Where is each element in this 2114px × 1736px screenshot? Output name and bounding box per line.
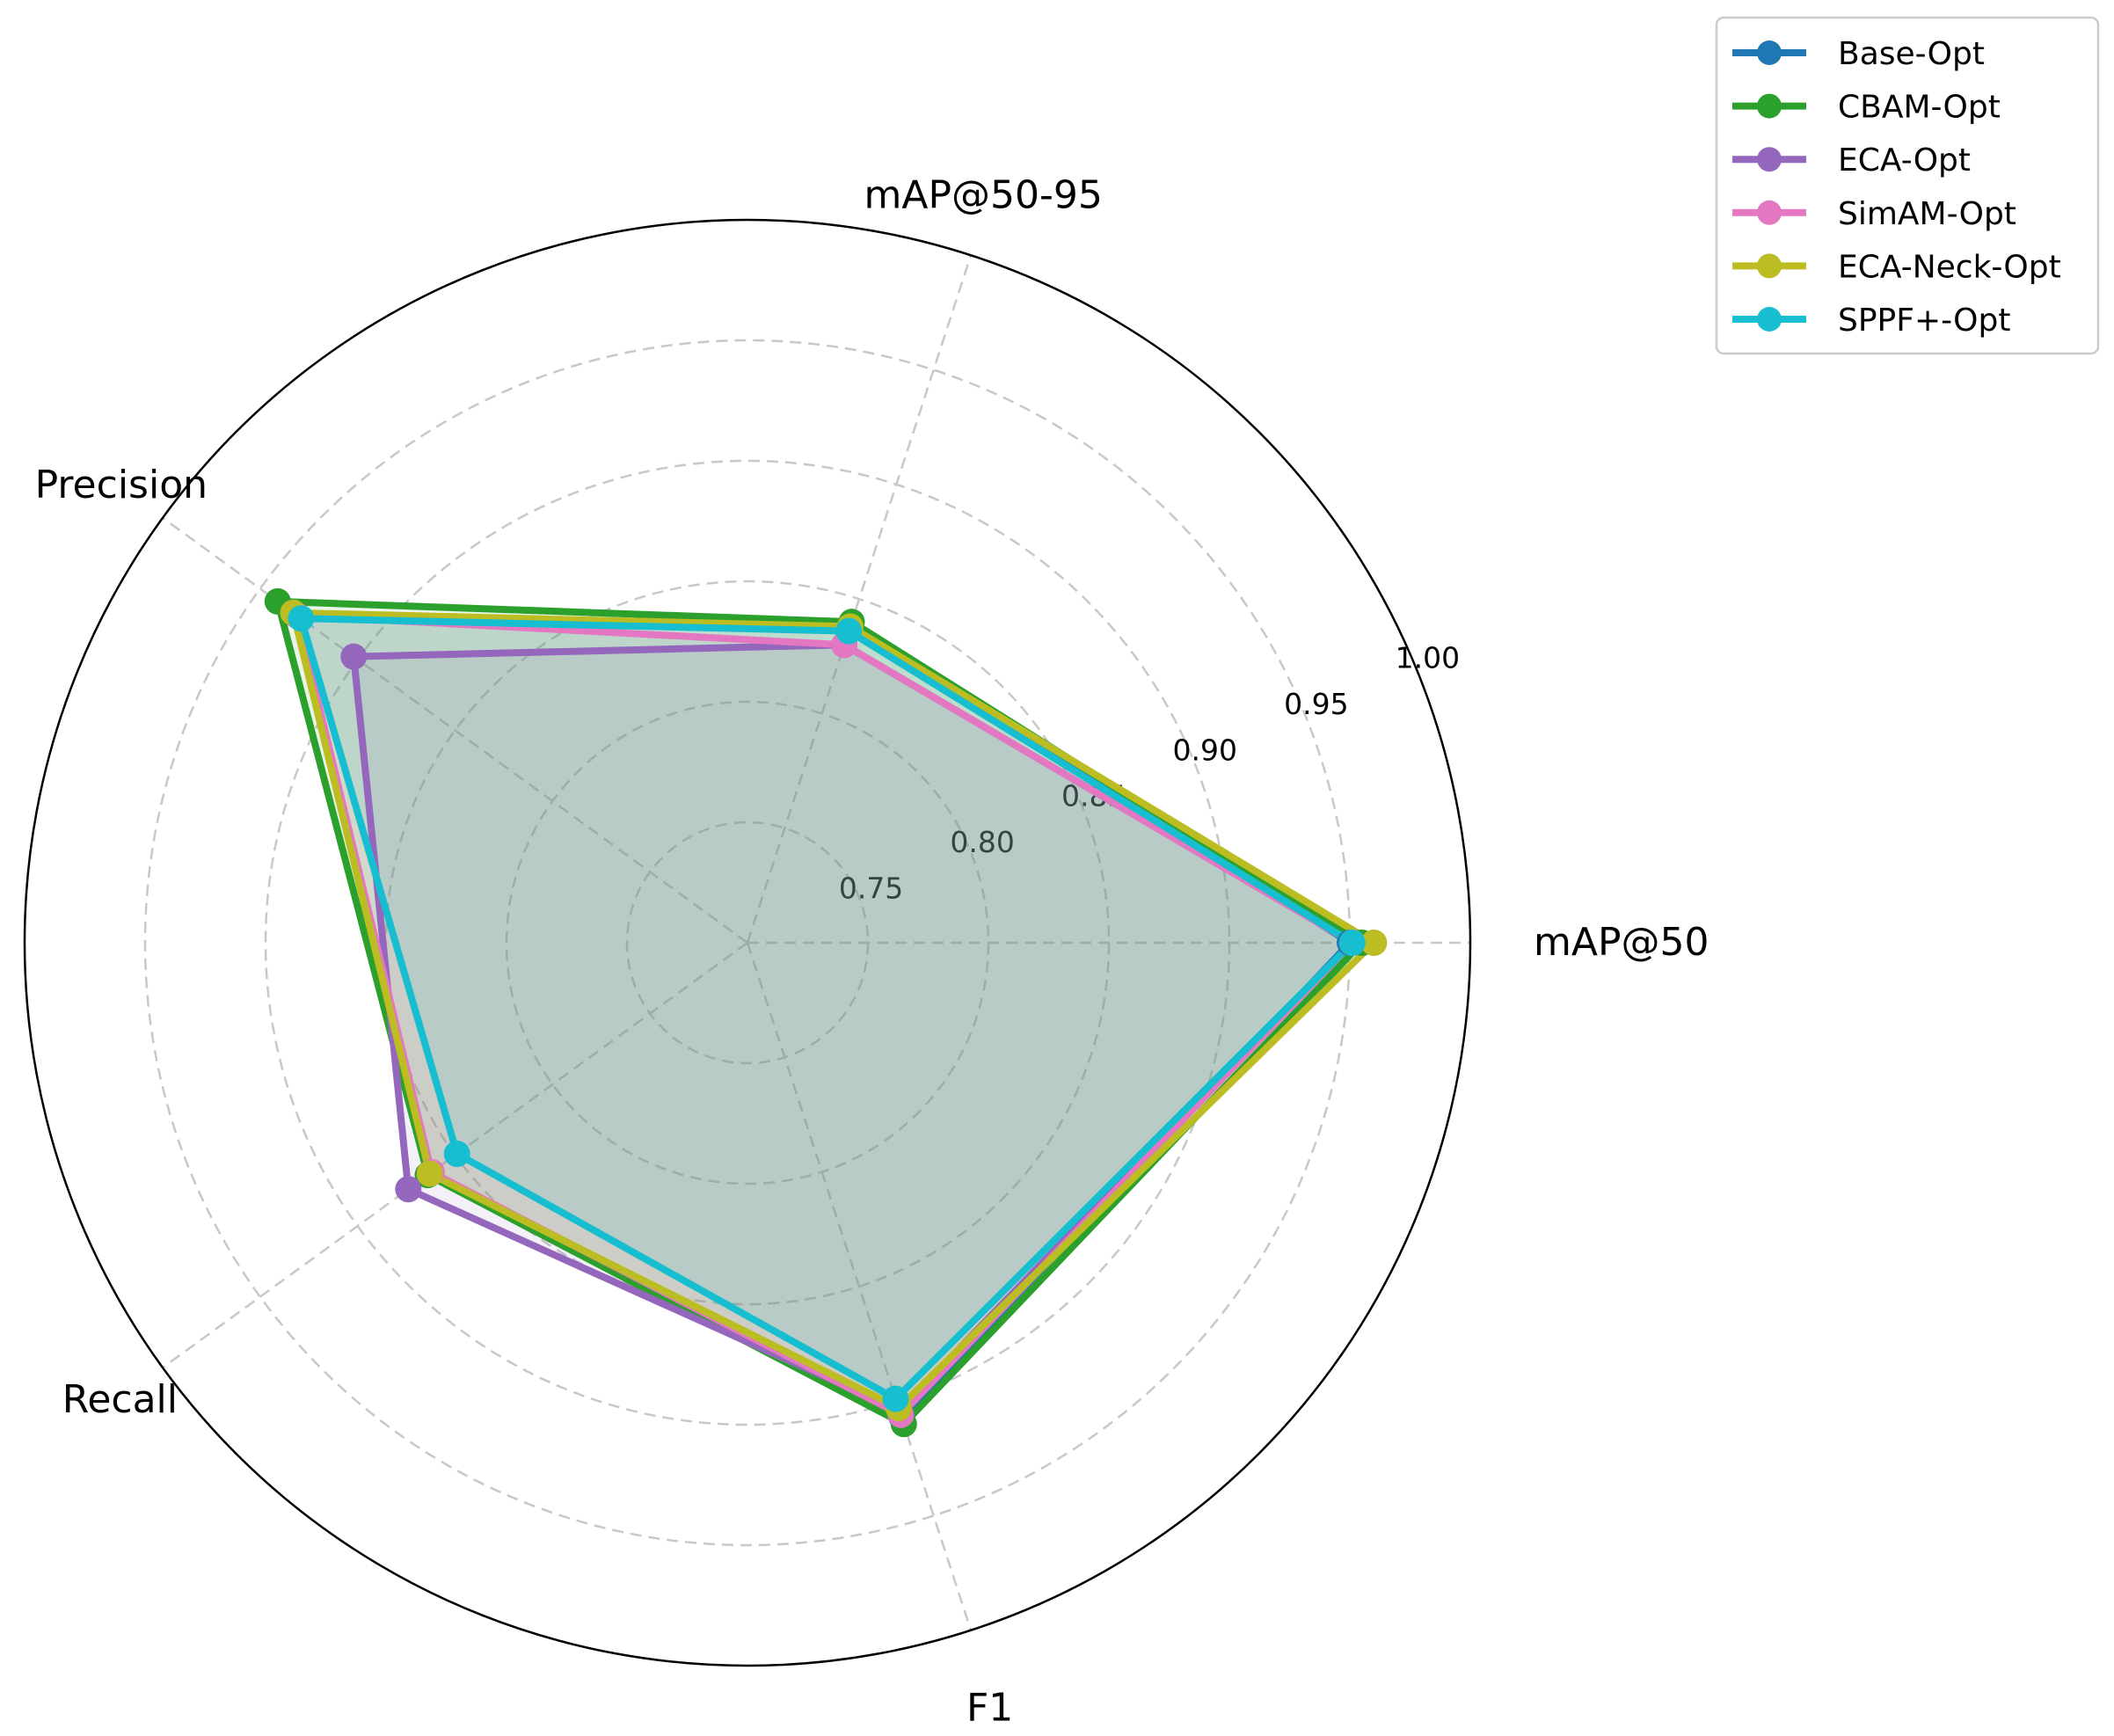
legend-marker-cbam-opt: [1757, 93, 1782, 119]
rtick-label-5: 0.95: [1284, 687, 1348, 721]
point-eca-neck-opt-map-50: [1360, 930, 1388, 956]
legend-label-cbam-opt: CBAM-Opt: [1838, 90, 2001, 126]
series-line-eca-neck-opt: [289, 609, 1378, 1411]
rtick-label-6: 1.00: [1396, 640, 1460, 675]
axis-label-f1: F1: [966, 1685, 1013, 1730]
point-sppf-opt-recall: [443, 1140, 470, 1167]
spoke-map-50-95: [746, 254, 973, 944]
legend: Base-Opt CBAM-Opt ECA-Opt SimAM-Opt ECA-Neck…: [1715, 16, 2100, 355]
spoke-precision: [162, 516, 748, 945]
legend-label-sppf-opt: SPPF+-Opt: [1838, 303, 2010, 339]
legend-marker-eca-neck-opt: [1757, 253, 1782, 279]
axis-label-recall: Recall: [62, 1377, 178, 1422]
legend-label-base-opt: Base-Opt: [1838, 36, 1985, 72]
axis-label-map-50: mAP@50: [1534, 920, 1709, 965]
series-markers: [264, 587, 1388, 1438]
series-fills: [277, 601, 1374, 1425]
legend-frame: [1715, 16, 2100, 355]
rtick-label-4: 0.90: [1173, 733, 1237, 767]
series-fill-eca-neck-opt: [293, 612, 1374, 1408]
axis-label-precision: Precision: [35, 463, 208, 507]
legend-label-simam-opt: SimAM-Opt: [1838, 196, 2016, 232]
point-eca-opt-recall: [395, 1176, 422, 1203]
point-sppf-opt-precision: [288, 605, 315, 632]
outer-ring: [23, 218, 1472, 1667]
point-sppf-opt-map-50-95: [835, 617, 863, 645]
point-sppf-opt-map-50: [1338, 930, 1366, 956]
rtick-label-1: 0.75: [839, 872, 903, 906]
legend-marker-base-opt: [1757, 40, 1782, 65]
point-eca-opt-precision: [340, 643, 368, 670]
legend-label-eca-opt: ECA-Opt: [1838, 142, 1971, 179]
axis-labels: mAP@50 mAP@50-95 Precision Recall F1: [35, 172, 1709, 1730]
legend-marker-eca-opt: [1757, 147, 1782, 172]
legend-label-eca-neck-opt: ECA-Neck-Opt: [1838, 249, 2061, 285]
series-fill-eca-opt: [354, 645, 1352, 1411]
point-sppf-opt-f1: [882, 1385, 909, 1412]
legend-marker-sppf-opt: [1757, 307, 1782, 332]
series-line-sppf-opt: [297, 615, 1356, 1403]
axis-label-map-50-95: mAP@50-95: [864, 172, 1103, 217]
radial-tick-labels: 0.750.800.850.900.951.00: [839, 640, 1460, 905]
legend-marker-simam-opt: [1757, 200, 1782, 225]
point-eca-neck-opt-recall: [416, 1160, 443, 1187]
series-lines: [273, 597, 1378, 1428]
spoke-f1: [746, 942, 973, 1631]
rtick-label-2: 0.80: [950, 825, 1014, 859]
